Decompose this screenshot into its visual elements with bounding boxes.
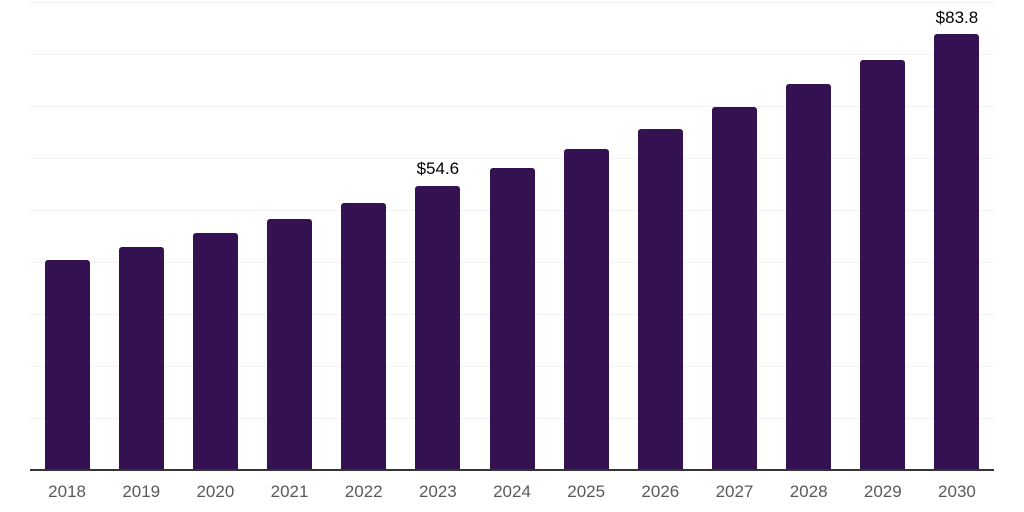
bar-slot-2024: [475, 2, 549, 470]
bar-2023: [415, 186, 461, 470]
x-axis-line: [30, 469, 994, 471]
bar-slot-2030: $83.8: [920, 2, 994, 470]
bar-slot-2020: [178, 2, 252, 470]
bar-series: $54.6 $83.8: [30, 2, 994, 470]
bar-slot-2018: [30, 2, 104, 470]
bar-2024: [489, 168, 535, 470]
x-tick-label-2023: 2023: [418, 482, 457, 501]
x-axis-labels: 2018 2019 2020 2021 2022 2023 2024 2025 2026 2027…: [30, 481, 994, 507]
x-tick-label-2020: 2020: [196, 482, 235, 501]
bar-slot-2029: [846, 2, 920, 470]
bar-slot-2028: [772, 2, 846, 470]
x-tick-label-2027: 2027: [715, 482, 754, 501]
x-tick-label-2026: 2026: [641, 482, 680, 501]
gridline-90: [30, 2, 994, 3]
bar-2027: [711, 107, 757, 470]
x-tick-label-2018: 2018: [48, 482, 86, 501]
gridline-60: [30, 157, 994, 159]
bar-2019: [118, 246, 164, 470]
bar-slot-2027: [697, 2, 771, 470]
bar-2026: [637, 128, 683, 470]
bar-slot-2022: [327, 2, 401, 470]
plot-area: $54.6 $83.8: [30, 2, 994, 470]
x-tick-label-2030: 2030: [938, 482, 976, 501]
bar-2028: [786, 84, 832, 470]
bar-2018: [44, 260, 90, 470]
gridline-70: [30, 106, 994, 107]
x-tick-label-2029: 2029: [863, 482, 902, 501]
bar-2021: [267, 218, 313, 470]
bar-2020: [192, 233, 238, 470]
bar-slot-2025: [549, 2, 623, 470]
data-label-2030: $83.8: [935, 7, 979, 27]
bar-slot-2021: [252, 2, 326, 470]
x-tick-label-2021: 2021: [270, 482, 309, 501]
x-tick-label-2028: 2028: [789, 482, 828, 501]
bar-2029: [860, 59, 906, 470]
bar-2030: [934, 34, 980, 470]
x-tick-label-2024: 2024: [493, 482, 531, 501]
bar-slot-2023: $54.6: [401, 2, 475, 470]
bar-slot-2026: [623, 2, 697, 470]
gridline-80: [30, 54, 994, 55]
bar-slot-2019: [104, 2, 178, 470]
data-label-2023: $54.6: [416, 159, 460, 179]
bar-2022: [341, 202, 387, 470]
x-tick-label-2025: 2025: [567, 482, 606, 501]
bar-2025: [563, 149, 609, 470]
x-tick-label-2019: 2019: [122, 482, 161, 501]
x-tick-label-2022: 2022: [344, 482, 383, 501]
